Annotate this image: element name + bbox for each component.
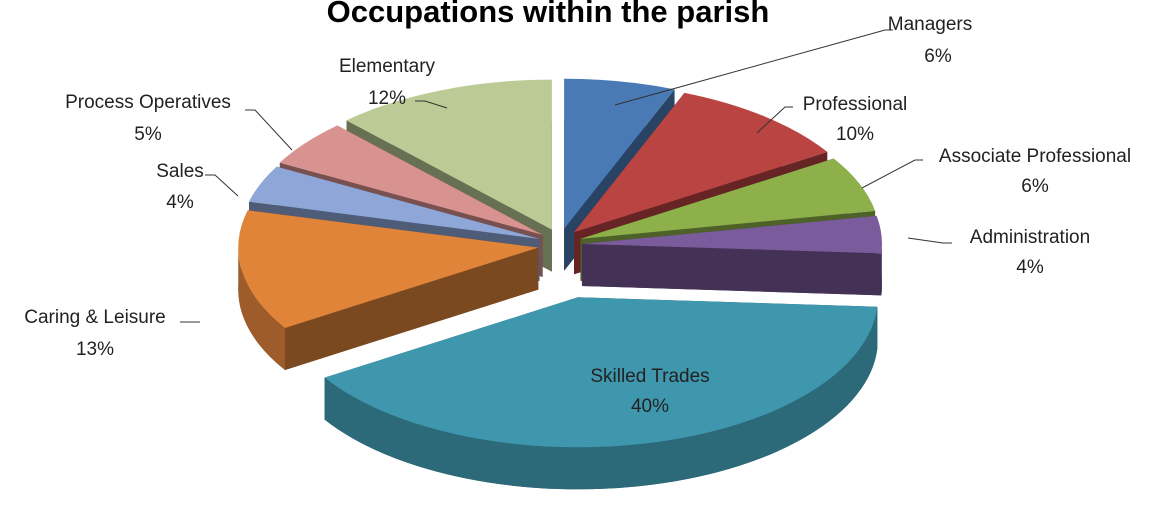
data-label: 10% <box>836 124 874 145</box>
data-label: 40% <box>631 396 669 417</box>
data-label-name: Administration <box>970 227 1090 248</box>
slice-wall <box>324 306 878 490</box>
leader-line <box>245 109 293 151</box>
leader-line <box>756 106 793 134</box>
leader-line <box>205 174 239 197</box>
data-label-name: Professional <box>803 94 908 115</box>
leader-line <box>415 100 448 109</box>
data-label: 4% <box>166 192 194 213</box>
data-label-name: Sales <box>156 161 204 182</box>
slice-top <box>279 125 543 235</box>
slice-top <box>574 92 828 233</box>
slice-top <box>238 210 539 328</box>
slice-top <box>580 158 876 239</box>
data-label-name: Managers <box>888 14 973 35</box>
data-label-name: Process Operatives <box>65 92 231 113</box>
data-label-name: Associate Professional <box>939 146 1131 167</box>
data-label-name: Elementary <box>339 56 436 77</box>
slice-top <box>346 79 552 230</box>
slice-top <box>324 297 878 448</box>
chart-title: Occupations within the parish <box>327 0 770 29</box>
leader-line <box>861 159 923 189</box>
slice-wall <box>881 243 882 296</box>
slice-top <box>581 215 882 254</box>
data-label-name: Caring & Leisure <box>24 307 166 328</box>
data-label: 4% <box>1016 257 1044 278</box>
data-label: 5% <box>134 124 162 145</box>
slice-top <box>564 78 675 229</box>
data-label: 13% <box>76 339 114 360</box>
slice <box>581 215 882 296</box>
slice <box>324 297 878 490</box>
data-label: 6% <box>924 46 952 67</box>
slice-wall <box>238 247 285 370</box>
data-label-name: Skilled Trades <box>590 366 709 387</box>
slice-side <box>581 243 882 296</box>
leader-line <box>614 29 893 106</box>
data-label: 12% <box>368 88 406 109</box>
slice-top <box>248 166 540 239</box>
data-label: 6% <box>1021 176 1049 197</box>
slice <box>238 210 539 370</box>
leader-line <box>907 237 952 244</box>
